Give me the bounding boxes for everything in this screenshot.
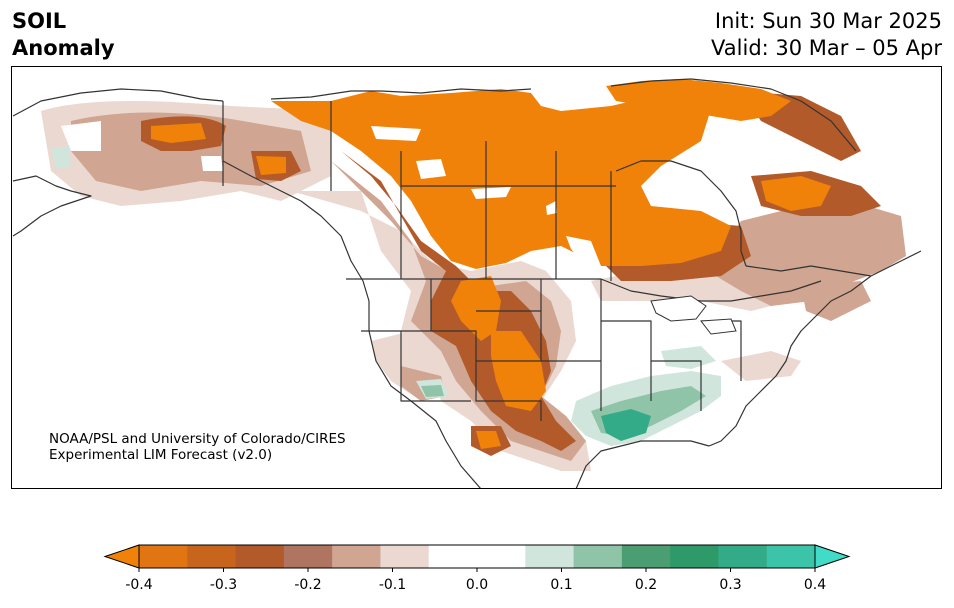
credit-line-1: NOAA/PSL and University of Colorado/CIRE… — [49, 431, 346, 447]
forecast-dates: Init: Sun 30 Mar 2025 Valid: 30 Mar – 05… — [711, 8, 942, 62]
atlantic-coast — [708, 250, 922, 447]
init-date: Init: Sun 30 Mar 2025 — [714, 9, 942, 33]
hudson-bay — [615, 160, 747, 267]
neutral-holes — [61, 121, 601, 266]
credit-text: NOAA/PSL and University of Colorado/CIRE… — [49, 431, 346, 463]
colorbar-cell — [670, 545, 719, 568]
title-line-1: SOIL — [12, 9, 67, 33]
lakes — [650, 295, 737, 335]
colorbar-cell — [332, 545, 381, 568]
colorbar-tick-label: -0.3 — [209, 577, 238, 593]
colorbar-tick-label: 0.1 — [550, 577, 573, 593]
colorbar-tick-label: 0.0 — [465, 577, 489, 593]
anomaly-map — [12, 78, 922, 488]
colorbar-extend-high — [814, 544, 851, 569]
colorbar-cells — [139, 545, 816, 568]
canada-us-border — [346, 278, 822, 302]
colorbar-cell — [428, 545, 478, 568]
alaska-coast — [12, 88, 224, 237]
us-states — [361, 279, 742, 421]
map-title: SOIL Anomaly — [12, 8, 115, 62]
colorbar-extend-low — [103, 544, 140, 569]
colorbar-outline — [138, 544, 816, 569]
gulf-coast — [575, 440, 710, 488]
colorbar-cell — [525, 545, 575, 568]
title-line-2: Anomaly — [12, 36, 115, 60]
colorbar-cell — [283, 545, 333, 568]
colorbar-tick-label: 0.3 — [719, 577, 742, 593]
colorbar-cell — [573, 545, 623, 568]
colorbar-tick-label: 0.4 — [803, 577, 827, 593]
credit-line-2: Experimental LIM Forecast (v2.0) — [49, 447, 273, 463]
strong-wet-areas — [601, 409, 651, 441]
colorbar-cell — [477, 545, 526, 568]
colorbar-cell — [380, 545, 430, 568]
great-lakes — [650, 295, 707, 322]
colorbar-cell — [718, 545, 768, 568]
colorbar-tick-label: 0.2 — [634, 577, 658, 593]
colorbar-cell — [235, 545, 285, 568]
map-panel — [11, 66, 942, 489]
colorbar-cell — [139, 545, 188, 568]
colorbar-cell — [621, 545, 671, 568]
colorbar-tick-label: -0.1 — [378, 577, 407, 593]
colorbar-ticks — [138, 568, 816, 572]
valid-period: Valid: 30 Mar – 05 Apr — [711, 36, 942, 60]
arctic-coast — [270, 78, 857, 152]
boundaries — [12, 78, 922, 488]
colorbar-tick-label: -0.2 — [294, 577, 322, 593]
canada-provinces — [222, 101, 616, 281]
colorbar-cell — [187, 545, 237, 568]
colorbar-tick-label: -0.4 — [125, 577, 153, 593]
colorbar-cell — [766, 545, 816, 568]
pacific-coast — [222, 160, 481, 488]
